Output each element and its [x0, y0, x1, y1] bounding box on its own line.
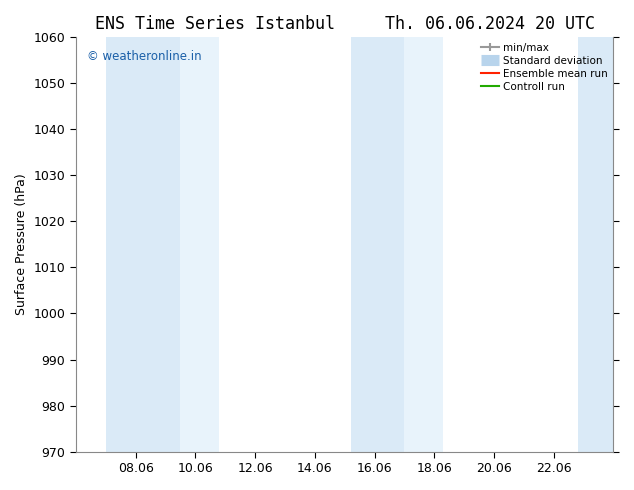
Bar — [106, 37, 181, 452]
Title: ENS Time Series Istanbul     Th. 06.06.2024 20 UTC: ENS Time Series Istanbul Th. 06.06.2024 … — [94, 15, 595, 33]
Legend: min/max, Standard deviation, Ensemble mean run, Controll run: min/max, Standard deviation, Ensemble me… — [481, 43, 608, 92]
Text: © weatheronline.in: © weatheronline.in — [87, 50, 201, 63]
Bar — [181, 37, 219, 452]
Bar — [351, 37, 404, 452]
Bar — [578, 37, 614, 452]
Bar — [404, 37, 443, 452]
Y-axis label: Surface Pressure (hPa): Surface Pressure (hPa) — [15, 173, 28, 316]
